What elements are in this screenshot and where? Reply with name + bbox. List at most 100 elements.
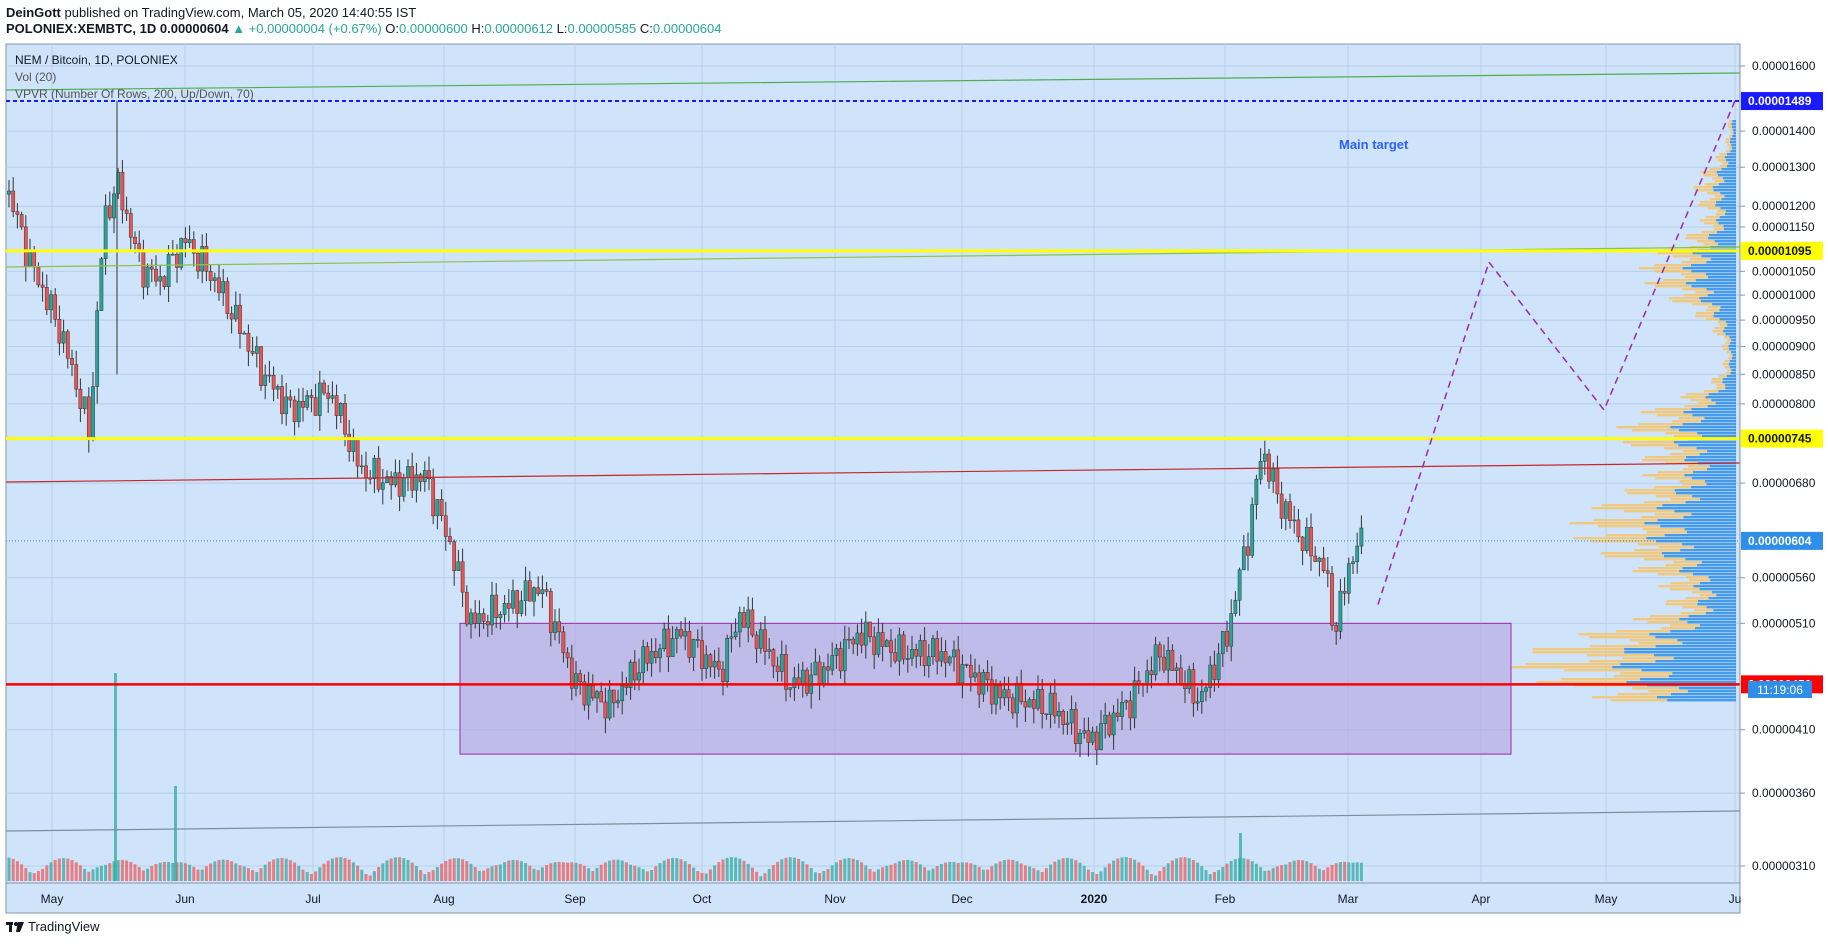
volume-bar: [927, 870, 931, 881]
candle-body: [246, 332, 251, 352]
volume-bar: [1338, 862, 1342, 881]
volume-bar: [511, 859, 515, 881]
volume-bar: [977, 867, 981, 881]
plot-area[interactable]: [5, 43, 1741, 914]
volume-bar: [679, 859, 683, 881]
candle-body: [1309, 526, 1313, 557]
candle-body: [695, 639, 700, 641]
candle-body: [784, 654, 788, 690]
vp-row-up: [1713, 189, 1736, 192]
candle-body: [1153, 644, 1158, 676]
x-tick-Ju: Ju: [1729, 892, 1742, 906]
volume-bar: [939, 864, 943, 881]
volume-bar: [969, 863, 973, 881]
candle-body: [1199, 691, 1204, 702]
volume-bar: [1334, 863, 1338, 881]
volume-bar: [1343, 861, 1347, 881]
vp-row-down: [1717, 333, 1726, 336]
volume-bar: [1359, 862, 1363, 881]
volume-bar: [868, 868, 872, 881]
volume-bar: [725, 857, 729, 881]
vp-row-up: [1697, 603, 1736, 606]
vp-row-down: [1727, 144, 1732, 147]
candle-body: [494, 594, 499, 619]
volume-bar: [469, 863, 473, 881]
volume-bar: [1242, 858, 1246, 881]
volume-bar: [440, 863, 444, 881]
vp-row-down: [1728, 126, 1732, 129]
candle-body: [746, 609, 751, 628]
vp-row-up: [1663, 555, 1736, 558]
candle-body: [229, 313, 234, 320]
time-axis[interactable]: May Jun Jul Aug Sep Oct Nov Dec 2020 Feb Mar Apr May…: [6, 882, 1742, 906]
vp-row-down: [1729, 354, 1733, 357]
candle-body: [599, 691, 604, 703]
footer-brand[interactable]: TradingView: [28, 919, 100, 934]
vp-row-down: [1610, 699, 1668, 702]
vp-row-up: [1731, 357, 1736, 360]
vp-row-down: [1704, 183, 1719, 186]
candle-body: [553, 621, 557, 633]
volume-bar: [822, 871, 826, 881]
vp-row-up: [1686, 531, 1736, 534]
candle-body: [1061, 710, 1066, 725]
vp-row-down: [1697, 240, 1715, 243]
volume-bar: [1141, 865, 1145, 881]
y-tick-label: 0.00000410: [1752, 723, 1816, 737]
vp-row-up: [1707, 405, 1736, 408]
vp-row-up: [1662, 504, 1736, 507]
volume-bar: [242, 866, 246, 881]
volume-bar: [456, 858, 460, 881]
candle-body: [914, 649, 919, 657]
volume-bar: [839, 859, 843, 881]
y-tick-label: 0.00000360: [1752, 786, 1816, 800]
vp-row-down: [1670, 498, 1700, 501]
candle-body: [889, 640, 893, 653]
vp-row-up: [1683, 516, 1736, 519]
vp-row-up: [1612, 666, 1736, 669]
candle-body: [498, 614, 503, 619]
candle-body: [464, 591, 469, 625]
volume-bar: [923, 867, 927, 881]
vp-row-down: [1626, 492, 1676, 495]
volume-bar: [280, 857, 284, 881]
volume-bar: [519, 861, 523, 881]
author-name[interactable]: DeinGott: [6, 5, 61, 20]
candle-body: [1262, 453, 1267, 462]
vp-row-up: [1670, 426, 1736, 429]
candle-body: [1120, 702, 1124, 717]
vp-row-up: [1712, 186, 1736, 189]
vp-row-up: [1723, 228, 1736, 231]
vp-row-up: [1714, 312, 1736, 315]
candle-body: [250, 350, 255, 354]
y-tick-label: 0.00001000: [1752, 288, 1816, 302]
volume-bar: [582, 865, 586, 881]
candle-body: [939, 651, 944, 662]
candle-body: [1078, 732, 1082, 744]
vp-row-up: [1707, 276, 1736, 279]
legend-vpvr: VPVR (Number Of Rows, 200, Up/Down, 70): [15, 87, 254, 101]
vp-row-up: [1721, 198, 1736, 201]
candle-body: [821, 666, 826, 686]
volume-bar: [956, 862, 960, 881]
vp-row-up: [1691, 513, 1736, 516]
candle-body: [775, 665, 780, 672]
vp-row-up: [1731, 339, 1736, 342]
vp-row-up: [1732, 120, 1736, 123]
candle-body: [574, 673, 578, 689]
vp-row-up: [1706, 468, 1736, 471]
vp-row-up: [1729, 342, 1736, 345]
candle-body: [666, 628, 671, 658]
vp-row-down: [1703, 390, 1719, 393]
candle-body: [653, 651, 658, 659]
candle-body: [469, 612, 473, 625]
volume-bar: [524, 863, 528, 881]
vp-row-up: [1692, 471, 1736, 474]
candle-body: [78, 388, 83, 409]
volume-bar: [797, 858, 801, 881]
candle-body: [658, 648, 662, 659]
vp-row-up: [1670, 693, 1736, 696]
price-axis[interactable]: 0.00001600 0.00001400 0.00001300 0.00001200…: [1739, 44, 1823, 913]
candle-body: [1204, 687, 1208, 692]
